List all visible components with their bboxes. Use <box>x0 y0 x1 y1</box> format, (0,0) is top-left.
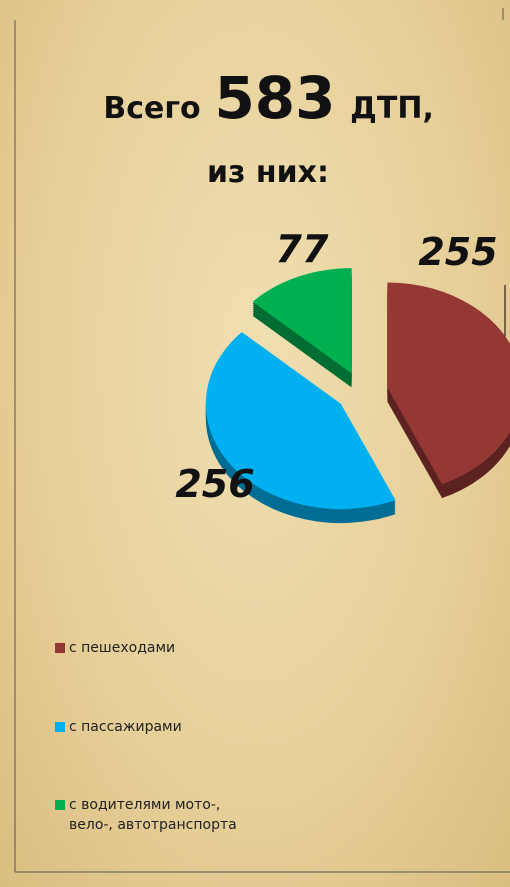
title-text: из них: <box>207 155 329 190</box>
legend-swatch <box>55 800 65 810</box>
title-text: Всего <box>103 91 200 126</box>
legend-label: с пассажирами <box>69 719 182 735</box>
legend-label: с водителями мото-, вело-, автотранспорт… <box>69 797 237 833</box>
title-number: 583 <box>214 64 335 132</box>
legend-entry: с водителями мото-, вело-, автотранспорт… <box>55 795 237 835</box>
slice <box>252 268 352 374</box>
value-label: 77 <box>276 227 329 271</box>
legend-swatch <box>55 722 65 732</box>
legend-label: с пешеходами <box>69 640 176 656</box>
slice <box>205 332 396 510</box>
title-text: ДТП, <box>350 91 434 126</box>
value-label: 255 <box>418 230 497 274</box>
legend-entry: с пассажирами <box>55 717 182 737</box>
legend-swatch <box>55 643 65 653</box>
slice <box>387 282 510 485</box>
value-label: 256 <box>175 462 254 506</box>
legend-entry: с пешеходами <box>55 638 175 658</box>
